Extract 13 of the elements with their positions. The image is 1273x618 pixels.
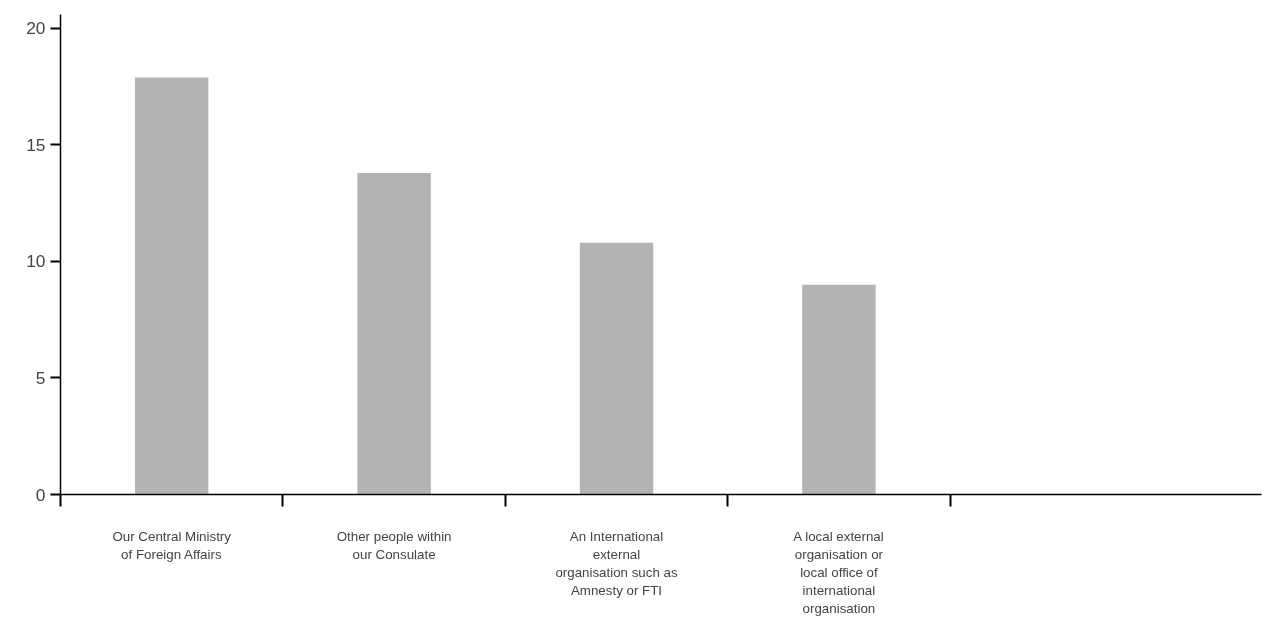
y-tick-label: 5 <box>35 368 46 388</box>
y-tick-label: 20 <box>26 18 46 39</box>
y-tick-label: 10 <box>26 251 46 272</box>
bar <box>135 77 209 495</box>
bar <box>802 284 876 495</box>
bar <box>579 242 654 495</box>
y-tick-label: 15 <box>26 134 46 155</box>
x-tick-label: An International external organisation such as Amnesty or FTI <box>555 528 678 598</box>
x-tick-label: Other people within our Consulate <box>336 528 452 562</box>
x-tick-label: A local external organisation or local office of international organisation <box>793 528 884 616</box>
y-tick-label: 0 <box>35 484 46 505</box>
bar <box>357 172 431 495</box>
x-tick-label: Our Central Ministry of Foreign Affairs <box>112 528 232 562</box>
